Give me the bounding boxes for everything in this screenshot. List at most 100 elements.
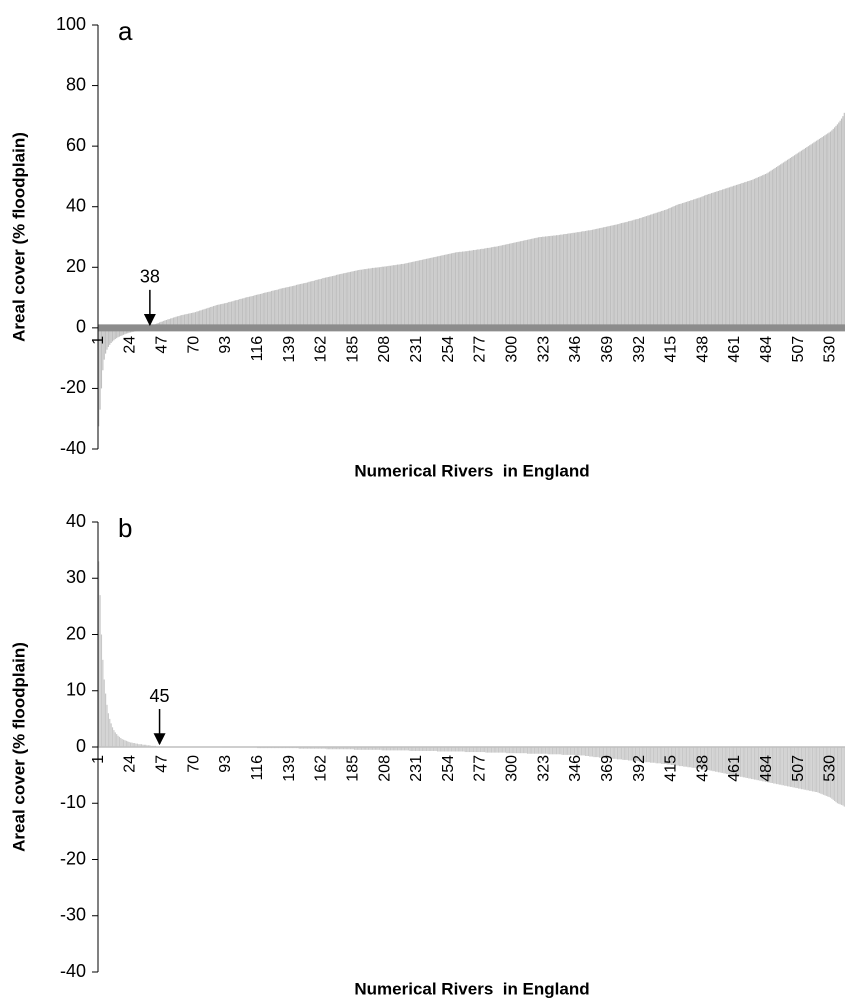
bar: [535, 747, 537, 754]
bar: [590, 230, 592, 328]
bar: [769, 747, 771, 783]
bar: [472, 250, 475, 328]
bar: [605, 747, 607, 759]
x-tick-label: 346: [567, 336, 584, 363]
bar: [625, 222, 627, 328]
bar: [102, 659, 104, 747]
bar: [395, 264, 397, 328]
bar: [446, 747, 448, 752]
x-tick-label: 415: [663, 755, 680, 782]
bar: [532, 238, 534, 328]
bar: [630, 220, 632, 328]
bar: [655, 747, 657, 764]
bar: [619, 747, 621, 760]
bar: [324, 277, 327, 328]
bar: [409, 747, 411, 751]
bar: [470, 747, 472, 753]
bar: [799, 151, 801, 328]
bar: [139, 744, 141, 747]
bar: [235, 300, 237, 328]
bar: [403, 747, 405, 751]
bar: [590, 747, 592, 757]
bar: [728, 747, 731, 775]
bar: [384, 266, 386, 328]
bar: [111, 727, 114, 747]
bar: [528, 239, 530, 328]
bar: [490, 747, 493, 753]
bar: [677, 204, 679, 328]
x-tick-label: 70: [185, 336, 202, 354]
bar: [549, 747, 551, 755]
bar: [448, 747, 450, 752]
bar: [352, 747, 354, 750]
bar: [697, 198, 699, 328]
bar: [614, 747, 616, 759]
bar: [586, 230, 588, 328]
bar: [295, 284, 298, 328]
x-tick-label: 231: [408, 755, 425, 782]
bar: [192, 312, 194, 328]
bar: [585, 230, 587, 328]
bar: [526, 747, 529, 754]
bar: [708, 193, 710, 328]
x-tick-label: 47: [154, 336, 171, 354]
bar: [510, 747, 512, 754]
bar: [363, 269, 365, 328]
bar: [742, 182, 744, 328]
bar: [319, 279, 321, 328]
bar: [109, 718, 111, 747]
bar: [349, 271, 352, 328]
bar: [811, 747, 814, 792]
bar: [435, 747, 437, 751]
y-axis-title: Areal cover (% floodplain): [9, 132, 28, 342]
bar: [286, 287, 288, 328]
bar: [396, 264, 399, 328]
bar: [780, 164, 782, 328]
bar: [656, 747, 659, 764]
bar: [175, 316, 177, 328]
bar: [702, 196, 704, 328]
bar: [622, 747, 624, 760]
bar: [788, 158, 790, 328]
bar: [362, 269, 364, 328]
bar: [300, 747, 302, 749]
bar: [485, 747, 487, 753]
bar: [688, 747, 690, 768]
bar: [800, 747, 803, 790]
bar: [788, 747, 790, 787]
bar: [105, 327, 107, 354]
bar: [792, 156, 794, 328]
bar: [637, 218, 639, 328]
bar: [659, 211, 661, 328]
bar: [387, 747, 389, 751]
bar: [825, 134, 827, 328]
bar: [134, 743, 136, 747]
bar: [417, 260, 419, 328]
bar: [568, 747, 570, 755]
bar: [698, 197, 700, 328]
bar: [684, 747, 686, 767]
bar: [601, 747, 603, 758]
bar: [283, 287, 285, 328]
bar: [251, 296, 253, 328]
bar: [457, 747, 459, 752]
bar: [810, 747, 812, 791]
bar: [354, 747, 356, 750]
bar: [439, 747, 441, 752]
bar: [619, 223, 621, 328]
bar: [550, 747, 552, 755]
bar: [110, 723, 112, 747]
bar: [774, 747, 776, 784]
bar: [376, 267, 378, 328]
bar: [486, 247, 488, 328]
bar: [787, 159, 789, 328]
bar: [401, 263, 403, 328]
bar: [402, 747, 404, 751]
y-tick-label: 40: [66, 195, 86, 215]
bar: [443, 254, 446, 328]
bar: [190, 313, 192, 328]
bar: [356, 270, 358, 328]
bar: [715, 191, 717, 328]
bar: [280, 288, 282, 328]
